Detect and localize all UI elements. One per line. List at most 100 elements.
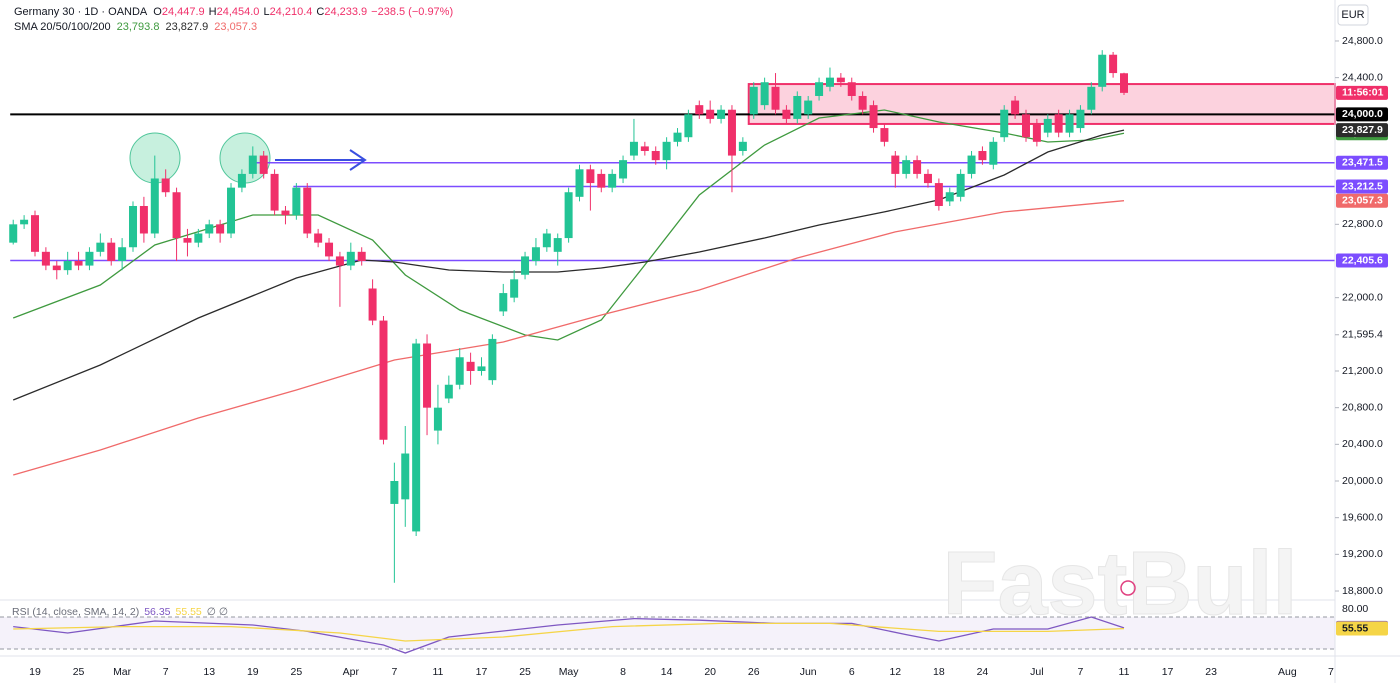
x-tick-label: 14 <box>661 666 673 678</box>
candle-body <box>270 173 279 211</box>
candle-body <box>825 77 834 87</box>
candle-body <box>390 481 399 504</box>
candle-body <box>412 343 421 532</box>
y-tick-label: 24,400.0 <box>1342 71 1383 83</box>
x-tick-label: Aug <box>1278 666 1297 678</box>
candle-body <box>85 251 94 266</box>
candle-body <box>858 95 867 110</box>
candle-body <box>499 293 508 312</box>
price-badge <box>1336 179 1388 194</box>
y-tick-label: 20,800.0 <box>1342 401 1383 413</box>
candle-body <box>967 155 976 174</box>
title: Germany 30 · 1D · OANDA <box>14 6 148 18</box>
candle-body <box>150 178 159 234</box>
candle-body <box>216 224 225 234</box>
candle-body <box>727 109 736 156</box>
legend-rsi: RSI (14, close, SMA, 14, 2) 56.35 55.55 ∅ ∅ <box>12 606 228 618</box>
candle-body <box>793 95 802 119</box>
x-tick-label: 7 <box>163 666 169 678</box>
candle-body <box>1120 73 1128 93</box>
price-badge <box>1336 621 1388 636</box>
candle-body <box>41 251 50 266</box>
x-tick-label: Apr <box>343 666 360 678</box>
candle-body <box>1021 114 1030 138</box>
candle-body <box>444 384 453 399</box>
change: −238.5 (−0.97%) <box>371 6 453 18</box>
ohlc-value: 24,447.9 <box>162 6 205 18</box>
candle-body <box>619 160 628 179</box>
candle-body <box>902 160 911 174</box>
candle-body <box>531 247 540 261</box>
candle-body <box>237 173 246 188</box>
x-tick-label: 7 <box>391 666 397 678</box>
indicator-line <box>12 129 1125 401</box>
candle-body <box>118 247 127 261</box>
x-tick-label: 20 <box>704 666 716 678</box>
candle-body <box>129 205 138 248</box>
x-tick-label: 6 <box>849 666 855 678</box>
x-tick-label: May <box>559 666 580 678</box>
ohlc-key: L <box>263 6 269 18</box>
legend-ohlc: Germany 30 · 1D · OANDA O24,447.9 H24,454.… <box>14 6 453 18</box>
candle-body <box>945 192 954 202</box>
currency-button[interactable] <box>1337 4 1369 26</box>
candle-body <box>1065 114 1074 133</box>
candle-body <box>63 260 72 271</box>
candle-body <box>815 82 824 96</box>
candle-body <box>662 141 671 161</box>
x-tick-label: 7 <box>1328 666 1334 678</box>
ohlc-key: C <box>316 6 324 18</box>
candle-body <box>423 343 432 408</box>
indicator-line <box>13 616 1125 654</box>
x-tick-label: 24 <box>977 666 989 678</box>
y-tick-label: 22,800.0 <box>1342 218 1383 230</box>
candle-body <box>292 187 301 216</box>
candle-body <box>107 242 116 261</box>
x-tick-label: 18 <box>933 666 945 678</box>
arrow-head <box>349 149 367 171</box>
currency[interactable]: EUR <box>1341 9 1364 21</box>
indicator-line <box>13 622 1125 642</box>
x-tick-label: 8 <box>620 666 626 678</box>
candle-body <box>172 192 181 239</box>
price-badge <box>1336 85 1388 100</box>
legend-sma: SMA 20/50/100/200 23,793.8 23,827.9 23,057.… <box>14 21 257 33</box>
zone <box>747 83 1336 125</box>
y-tick-label: 19,600.0 <box>1342 511 1383 523</box>
price-axis: 24,800.0 24,400.0 22,800.0 22,000.0 21,595.4… <box>1335 35 1388 636</box>
x-tick-label: 17 <box>1162 666 1174 678</box>
candle-body <box>1000 109 1009 138</box>
candle-body <box>433 407 442 431</box>
candle-body <box>510 279 519 298</box>
candle-body <box>684 114 693 138</box>
candle-body <box>303 187 312 234</box>
candle-body <box>869 105 878 129</box>
x-tick-label: Jul <box>1030 666 1043 678</box>
x-tick-label: 12 <box>889 666 901 678</box>
indicator-line <box>13 200 1125 476</box>
ohlc-key: H <box>209 6 217 18</box>
watermark: FastBull <box>942 534 1297 634</box>
candle-body <box>880 128 889 142</box>
x-tick-label: 26 <box>748 666 760 678</box>
price-badge <box>1336 155 1388 170</box>
x-tick-label: Mar <box>113 666 132 678</box>
x-tick-label: 25 <box>519 666 531 678</box>
candle-body <box>836 77 845 83</box>
rsi-extra: ∅ ∅ <box>207 606 228 618</box>
candle-body <box>139 205 148 234</box>
candle-body <box>259 155 268 174</box>
y-tick-label: 21,200.0 <box>1342 365 1383 377</box>
price-badge-label: 24,000.0 <box>1342 108 1383 120</box>
candle-body <box>575 169 584 197</box>
x-tick-label: 19 <box>247 666 259 678</box>
candle-body <box>891 155 900 174</box>
candle-body <box>934 183 943 206</box>
x-tick-label: 13 <box>203 666 215 678</box>
x-tick-label: 11 <box>432 666 443 678</box>
candle-body <box>782 109 791 119</box>
candle-body <box>31 215 39 252</box>
candle-body <box>248 155 257 174</box>
sma-value: 23,827.9 <box>165 21 208 33</box>
